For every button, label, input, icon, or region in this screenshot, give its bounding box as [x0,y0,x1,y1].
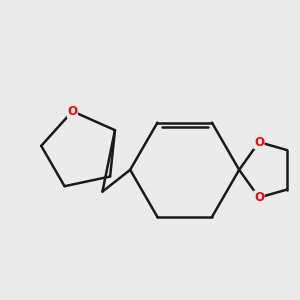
Text: O: O [254,191,264,204]
Text: O: O [254,136,264,148]
Text: O: O [68,105,77,118]
